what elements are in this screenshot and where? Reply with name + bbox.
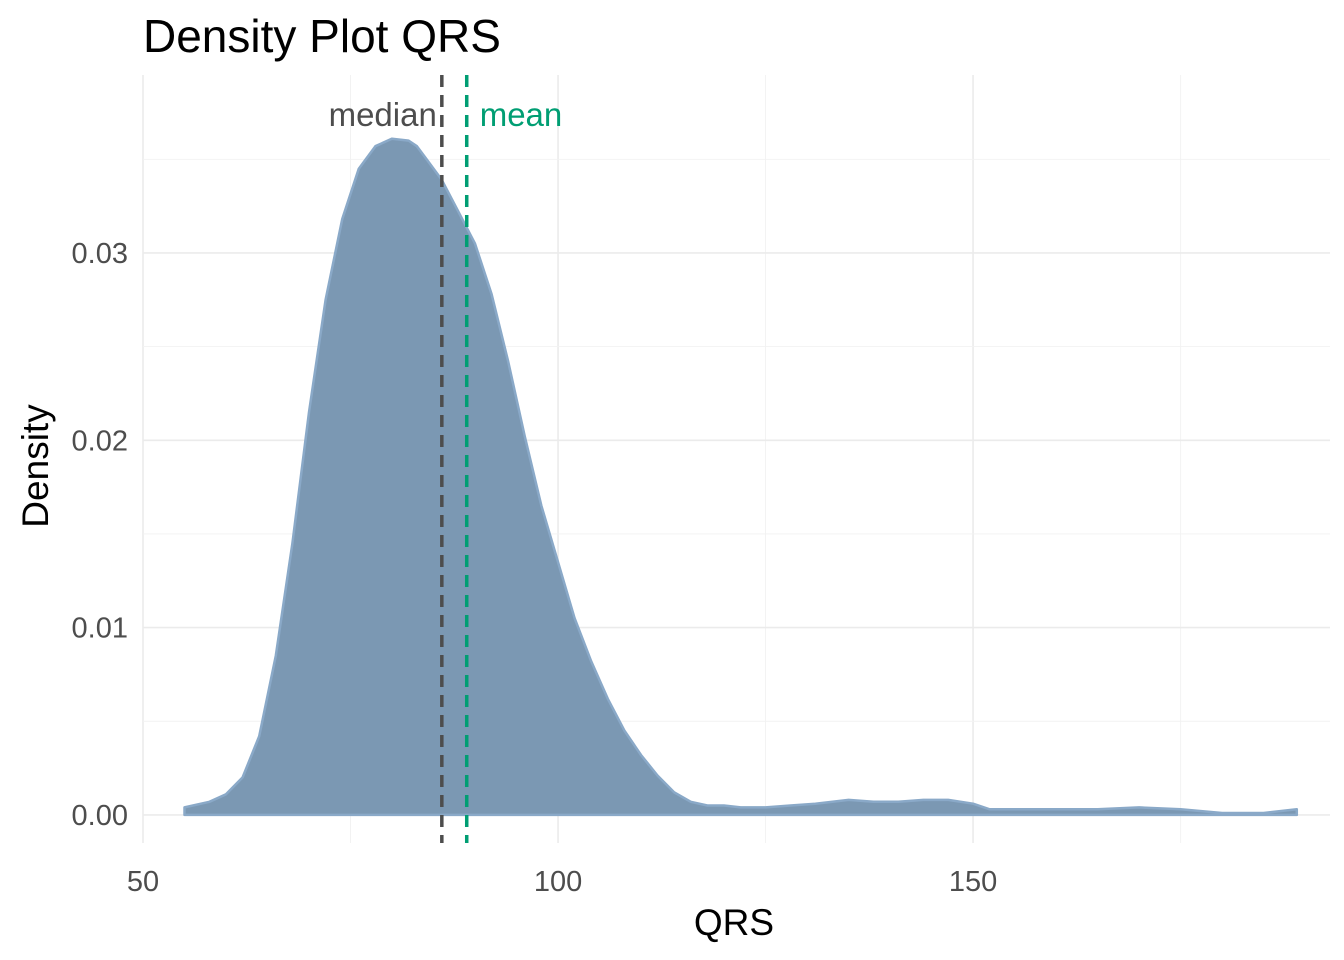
x-tick-label: 150 [949, 866, 997, 898]
reference-lines: median mean [329, 75, 563, 843]
x-axis-ticks: 50 100 150 [127, 866, 997, 898]
y-tick-label: 0.01 [72, 613, 128, 645]
x-axis-label: QRS [694, 902, 774, 943]
median-annotation: median [329, 96, 437, 133]
y-tick-label: 0.00 [72, 800, 128, 832]
x-tick-label: 50 [127, 866, 159, 898]
density-area [183, 137, 1299, 817]
y-tick-label: 0.03 [72, 238, 128, 270]
density-area-group [183, 137, 1299, 817]
x-tick-label: 100 [534, 866, 582, 898]
y-axis-label: Density [15, 404, 56, 528]
mean-annotation: mean [480, 96, 563, 133]
y-tick-label: 0.02 [72, 425, 128, 457]
y-axis-ticks: 0.00 0.01 0.02 0.03 [72, 238, 128, 832]
chart-title: Density Plot QRS [143, 10, 501, 62]
